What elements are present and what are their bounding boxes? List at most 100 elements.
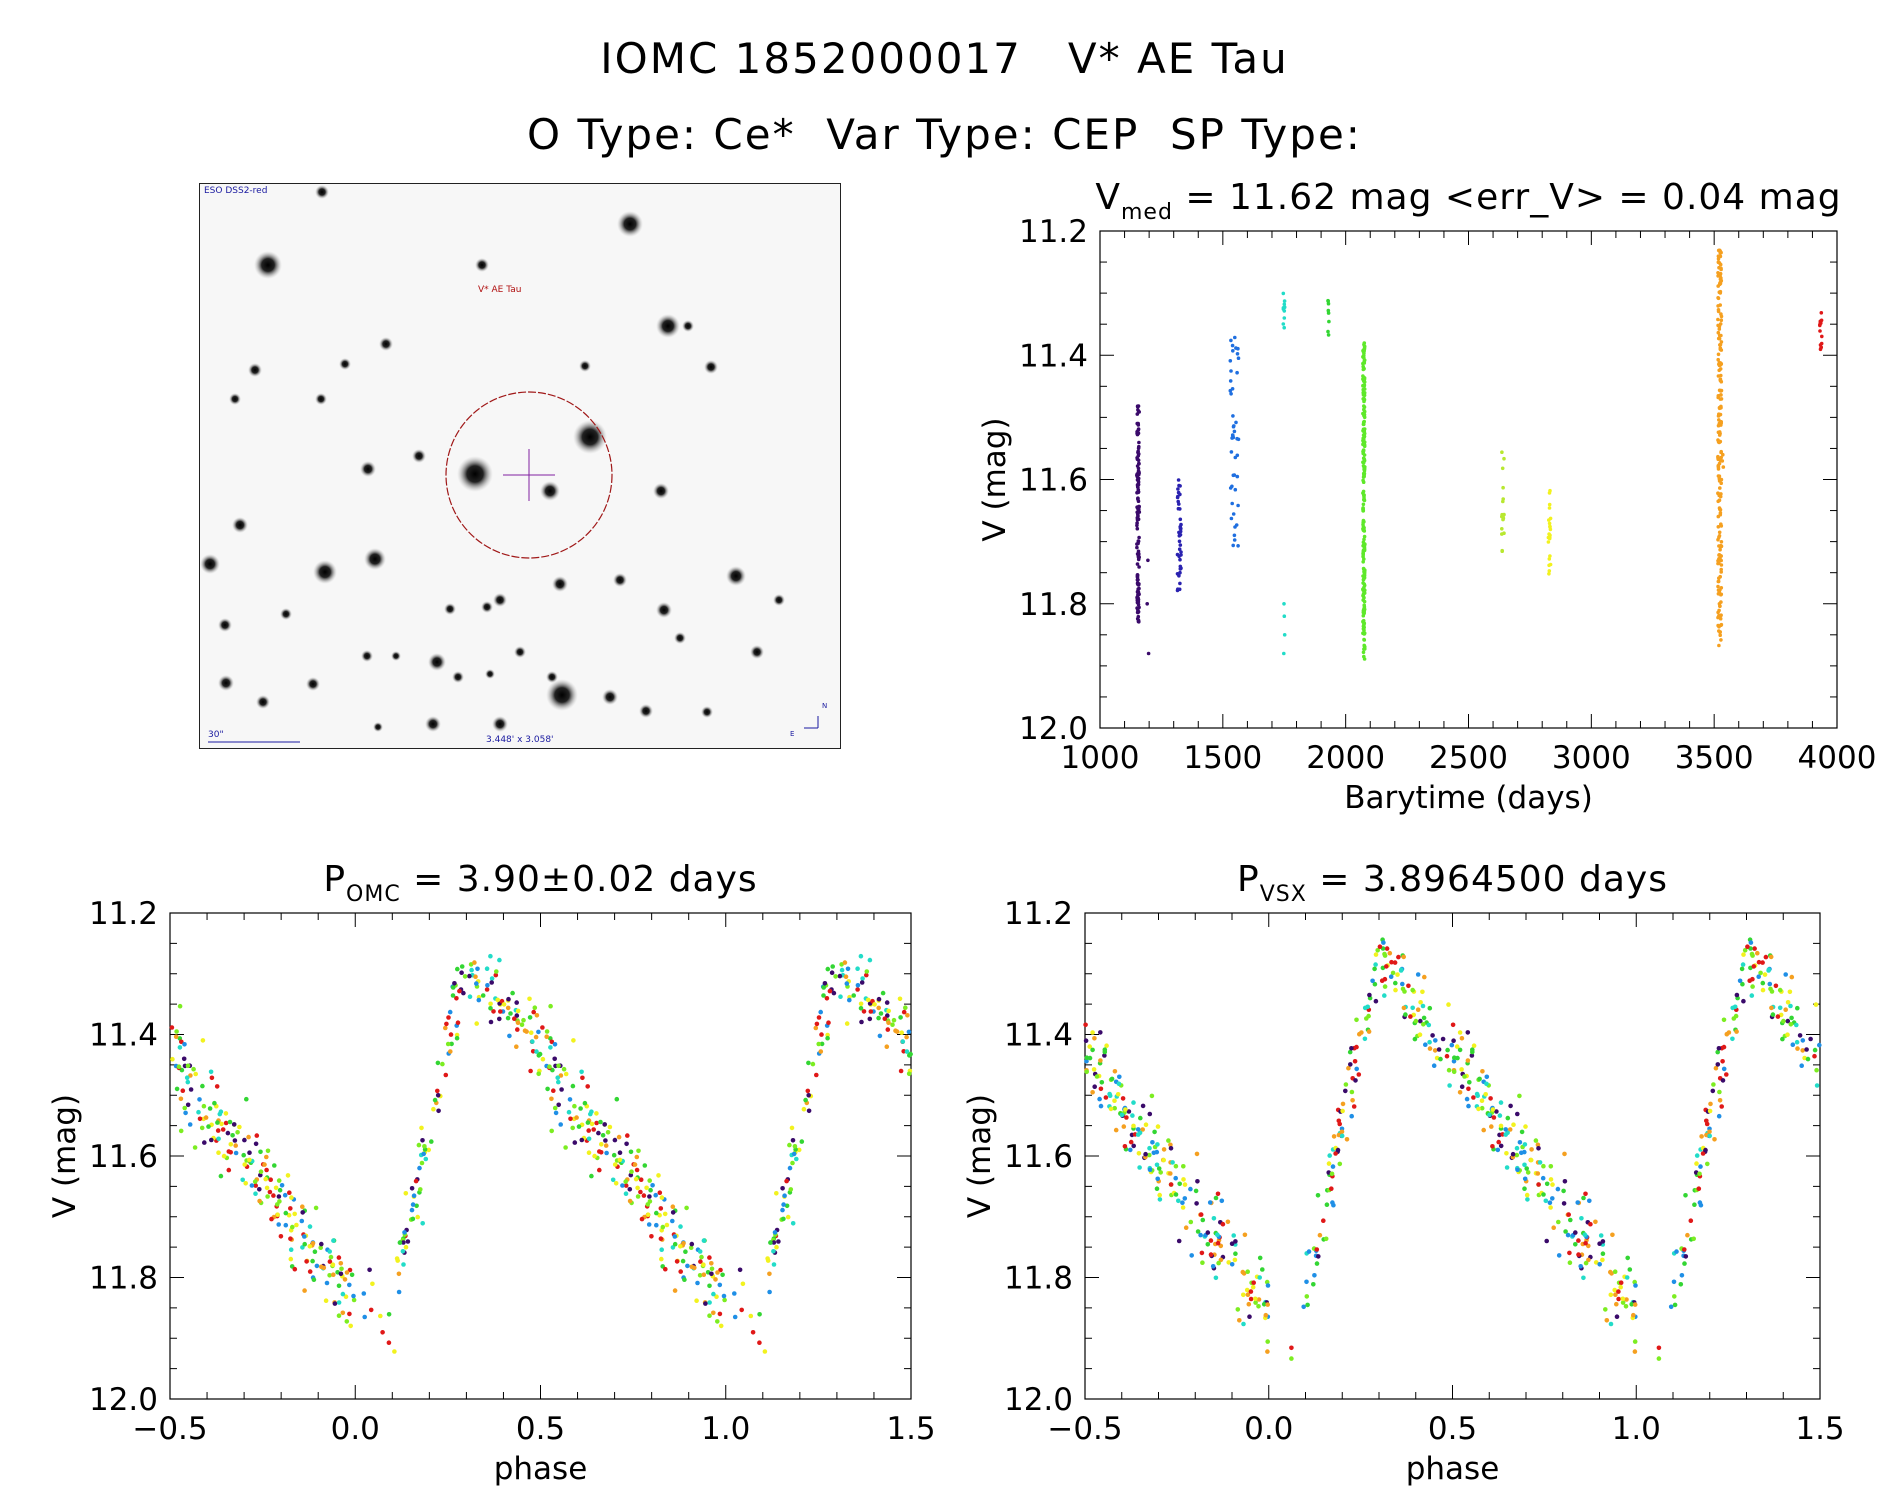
- data-point: [1177, 574, 1181, 578]
- data-point: [1718, 347, 1723, 352]
- phase-point: [663, 1266, 668, 1272]
- phase-point: [409, 1207, 415, 1213]
- phase-point: [527, 1015, 533, 1020]
- phase-point: [452, 981, 457, 986]
- phase-point: [294, 1222, 299, 1228]
- phase-point: [709, 1261, 714, 1266]
- phase-point: [1477, 1076, 1482, 1082]
- phase-point: [302, 1288, 307, 1293]
- phase-point: [473, 974, 478, 979]
- lightcurve-time-xtick-label: 1500: [1183, 740, 1262, 776]
- lightcurve-time-series-epoch2: [1175, 478, 1183, 593]
- phase-point: [413, 1178, 419, 1184]
- phase-point: [420, 1221, 426, 1226]
- phase-point: [1795, 1005, 1800, 1011]
- phase-point: [331, 1272, 336, 1277]
- phase-point: [1173, 1175, 1178, 1181]
- phase-point: [1426, 1022, 1432, 1028]
- data-point: [1327, 319, 1331, 324]
- star-10: [248, 363, 262, 377]
- phase-point: [446, 1015, 451, 1020]
- phase-point: [672, 1288, 678, 1293]
- phase-point: [1102, 1053, 1107, 1058]
- phase-point: [596, 1130, 601, 1136]
- phase-point: [1561, 1188, 1566, 1194]
- data-point: [1717, 608, 1721, 613]
- phase-point: [639, 1216, 645, 1222]
- phase-point: [1522, 1162, 1527, 1168]
- phase-point: [348, 1323, 354, 1329]
- phase-point: [493, 972, 499, 978]
- phase-point: [598, 1119, 603, 1125]
- phase-point: [273, 1185, 279, 1191]
- phase-point: [512, 1016, 517, 1021]
- phase-point: [1616, 1289, 1621, 1294]
- phase-point: [648, 1187, 653, 1193]
- phase-point: [1098, 1058, 1103, 1063]
- data-point: [1136, 428, 1141, 432]
- phase-point: [347, 1282, 352, 1288]
- phase-point: [1508, 1103, 1513, 1109]
- phase-point: [1263, 1312, 1269, 1318]
- phase-point: [1090, 1030, 1095, 1035]
- phase-point: [1535, 1142, 1541, 1148]
- phase-point: [781, 1216, 786, 1222]
- phase-point: [685, 1263, 690, 1269]
- phase-point: [448, 1032, 454, 1037]
- phase-point: [1794, 1022, 1799, 1028]
- phase-point: [1581, 1275, 1586, 1281]
- phase-point: [1608, 1269, 1613, 1275]
- phase-point: [534, 1049, 539, 1054]
- data-point: [1547, 491, 1552, 495]
- phase-point: [208, 1069, 214, 1075]
- phase-point: [579, 1137, 585, 1143]
- data-point: [1361, 610, 1366, 615]
- phase-point: [1161, 1147, 1167, 1152]
- phase-point: [1176, 1238, 1182, 1244]
- phase-point: [720, 1272, 725, 1278]
- phase-point: [1418, 1018, 1423, 1024]
- phase-point: [737, 1267, 743, 1273]
- phase-point: [1488, 1096, 1493, 1101]
- phase-point: [855, 966, 860, 971]
- data-point: [1500, 532, 1504, 536]
- phase-point: [1730, 1005, 1735, 1011]
- phase-point: [282, 1192, 288, 1198]
- compass-east-label: E: [790, 730, 795, 738]
- phase-point: [1237, 1318, 1242, 1323]
- phase-point: [397, 1240, 403, 1245]
- phase-point: [1412, 1036, 1418, 1042]
- phase-point: [1147, 1167, 1153, 1173]
- data-point: [1500, 466, 1505, 471]
- phase-point: [1496, 1139, 1501, 1145]
- phase-point: [1672, 1294, 1677, 1299]
- phase-point: [739, 1307, 744, 1313]
- data-point: [1362, 654, 1366, 659]
- star-28: [773, 594, 785, 606]
- phase-point: [527, 996, 532, 1002]
- phase-point: [1199, 1250, 1205, 1256]
- phase-point: [533, 1034, 539, 1040]
- phase-point: [1170, 1160, 1175, 1165]
- phase-point: [1777, 987, 1783, 993]
- phase-point: [1387, 950, 1393, 956]
- data-point: [1362, 405, 1367, 409]
- phase-point: [717, 1311, 723, 1317]
- phase-point: [1366, 1013, 1371, 1019]
- phase-point: [825, 966, 831, 972]
- phase-point: [658, 1206, 664, 1211]
- phase-point: [310, 1258, 315, 1264]
- star-22: [493, 593, 507, 607]
- phase-point: [311, 1277, 317, 1282]
- phase-point: [711, 1310, 716, 1316]
- phase-point: [417, 1165, 422, 1171]
- phase-point: [489, 976, 495, 981]
- phase-point: [318, 1245, 324, 1250]
- phase-point: [1618, 1284, 1623, 1290]
- phase-point: [454, 1032, 460, 1038]
- phase-point: [1304, 1279, 1309, 1285]
- phase-point: [1189, 1253, 1194, 1258]
- phase-point: [1208, 1238, 1214, 1243]
- star-27: [428, 653, 446, 671]
